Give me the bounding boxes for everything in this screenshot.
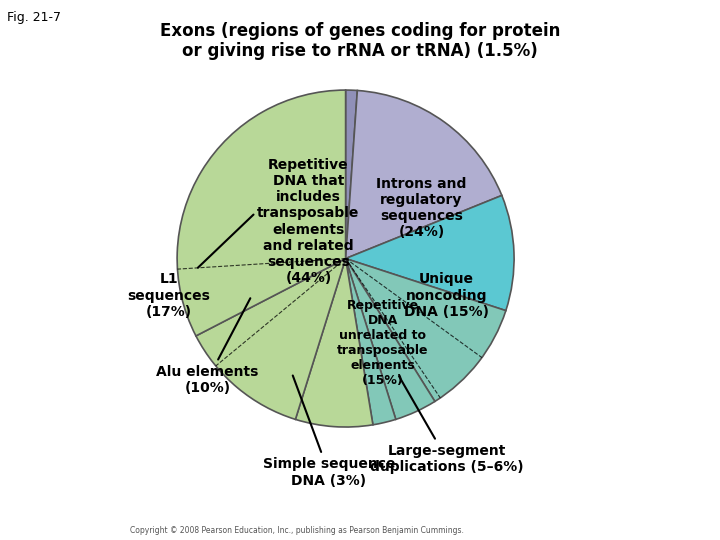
Wedge shape — [346, 91, 502, 259]
Text: Repetitive
DNA
unrelated to
transposable
elements
(15%): Repetitive DNA unrelated to transposable… — [337, 299, 428, 387]
Wedge shape — [346, 90, 357, 259]
Text: L1
sequences
(17%): L1 sequences (17%) — [127, 214, 253, 319]
Wedge shape — [346, 259, 435, 420]
Text: Introns and
regulatory
sequences
(24%): Introns and regulatory sequences (24%) — [377, 177, 467, 239]
Text: Repetitive
DNA that
includes
transposable
elements
and related
sequences
(44%): Repetitive DNA that includes transposabl… — [257, 158, 360, 285]
Text: Unique
noncoding
DNA (15%): Unique noncoding DNA (15%) — [404, 272, 489, 319]
Wedge shape — [196, 259, 346, 420]
Text: Exons (regions of genes coding for protein
or giving rise to rRNA or tRNA) (1.5%: Exons (regions of genes coding for prote… — [160, 22, 560, 60]
Wedge shape — [346, 195, 514, 310]
Wedge shape — [346, 259, 506, 401]
Text: Fig. 21-7: Fig. 21-7 — [7, 11, 61, 24]
Wedge shape — [177, 90, 346, 336]
Text: Alu elements
(10%): Alu elements (10%) — [156, 298, 258, 395]
Text: Simple sequence
DNA (3%): Simple sequence DNA (3%) — [263, 375, 395, 488]
Text: Large-segment
duplications (5–6%): Large-segment duplications (5–6%) — [370, 376, 523, 474]
Text: Copyright © 2008 Pearson Education, Inc., publishing as Pearson Benjamin Cumming: Copyright © 2008 Pearson Education, Inc.… — [130, 525, 464, 535]
Wedge shape — [346, 259, 396, 425]
Wedge shape — [295, 259, 373, 427]
